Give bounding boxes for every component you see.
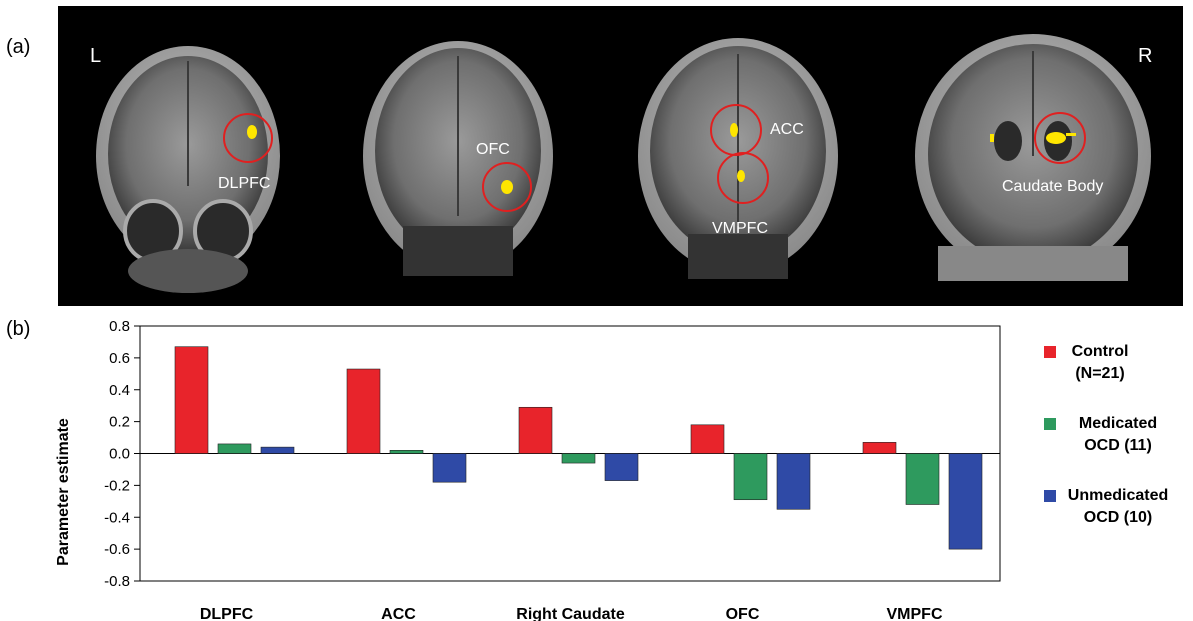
region-label-caudate-body: Caudate Body xyxy=(1002,178,1103,195)
brain-slice-1 xyxy=(96,46,280,293)
bar-medicated-4 xyxy=(905,453,940,505)
bar-control-3 xyxy=(690,424,725,454)
activation-acc xyxy=(710,104,762,156)
bar-unmedicated-4 xyxy=(948,453,983,550)
y-tick-label: 0.6 xyxy=(109,350,130,367)
legend-swatch xyxy=(1044,418,1056,430)
y-tick-label: -0.4 xyxy=(104,509,130,526)
region-label-dlpfc: DLPFC xyxy=(218,175,270,192)
x-category-label: Right Caudate xyxy=(516,606,625,621)
brain-slice-3 xyxy=(638,38,838,279)
activation-caudate-body xyxy=(990,112,1086,164)
x-category-label: ACC xyxy=(381,606,416,621)
bar-control-2 xyxy=(518,406,553,454)
bar-control-1 xyxy=(346,368,381,454)
bar-unmedicated-0 xyxy=(260,446,295,454)
brain-slice-2 xyxy=(363,41,553,276)
region-label-acc: ACC xyxy=(770,121,804,138)
bar-chart: Parameter estimate 0.8 0.6 0.4 0.2 0.0 -0.2 -0… xyxy=(55,318,1168,621)
bar-medicated-1 xyxy=(389,450,424,454)
y-tick-label: -0.2 xyxy=(104,477,130,494)
x-category-label: OFC xyxy=(726,606,760,621)
brain-mri-panel: L R DLPFC OFC ACC VMPFC Caudate Body xyxy=(58,6,1183,306)
panel-b-label: (b) xyxy=(6,318,31,340)
left-marker: L xyxy=(90,45,101,67)
region-label-vmpfc: VMPFC xyxy=(712,220,768,237)
region-label-ofc: OFC xyxy=(476,141,510,158)
legend-label: Control xyxy=(1072,343,1129,360)
bar-control-0 xyxy=(174,346,209,454)
legend-label: Unmedicated xyxy=(1068,487,1168,504)
y-tick-label: 0.8 xyxy=(109,318,130,335)
y-tick-label: 0.4 xyxy=(109,382,130,399)
x-category-label: DLPFC xyxy=(200,606,254,621)
y-axis-ticks: 0.8 0.6 0.4 0.2 0.0 -0.2 -0.4 -0.6 -0.8 xyxy=(104,318,140,590)
activation-vmpfc xyxy=(717,152,769,204)
right-marker: R xyxy=(1138,45,1152,67)
brain-slice-4 xyxy=(915,34,1151,281)
legend-label: OCD (11) xyxy=(1084,437,1152,454)
legend-label: OCD (10) xyxy=(1084,509,1152,526)
activation-ofc xyxy=(482,162,532,212)
bar-unmedicated-2 xyxy=(604,453,639,481)
y-tick-label: -0.6 xyxy=(104,541,130,558)
legend-label: Medicated xyxy=(1079,415,1157,432)
bar-control-4 xyxy=(862,442,897,454)
legend: Control (N=21) Medicated OCD (11) Unmedicate… xyxy=(1044,343,1168,526)
bar-unmedicated-3 xyxy=(776,453,811,510)
bar-medicated-2 xyxy=(561,453,596,464)
legend-swatch xyxy=(1044,346,1056,358)
panel-a-label: (a) xyxy=(6,36,31,58)
activation-dlpfc xyxy=(223,113,273,163)
bar-unmedicated-1 xyxy=(432,453,467,483)
bars xyxy=(174,346,983,550)
y-tick-label: 0.0 xyxy=(109,446,130,463)
bar-medicated-3 xyxy=(733,453,768,501)
x-category-label: VMPFC xyxy=(887,606,943,621)
y-tick-label: -0.8 xyxy=(104,573,130,590)
legend-swatch xyxy=(1044,490,1056,502)
bar-medicated-0 xyxy=(217,443,252,454)
y-tick-label: 0.2 xyxy=(109,414,130,431)
legend-label: (N=21) xyxy=(1075,365,1124,382)
y-axis-label: Parameter estimate xyxy=(55,418,72,566)
